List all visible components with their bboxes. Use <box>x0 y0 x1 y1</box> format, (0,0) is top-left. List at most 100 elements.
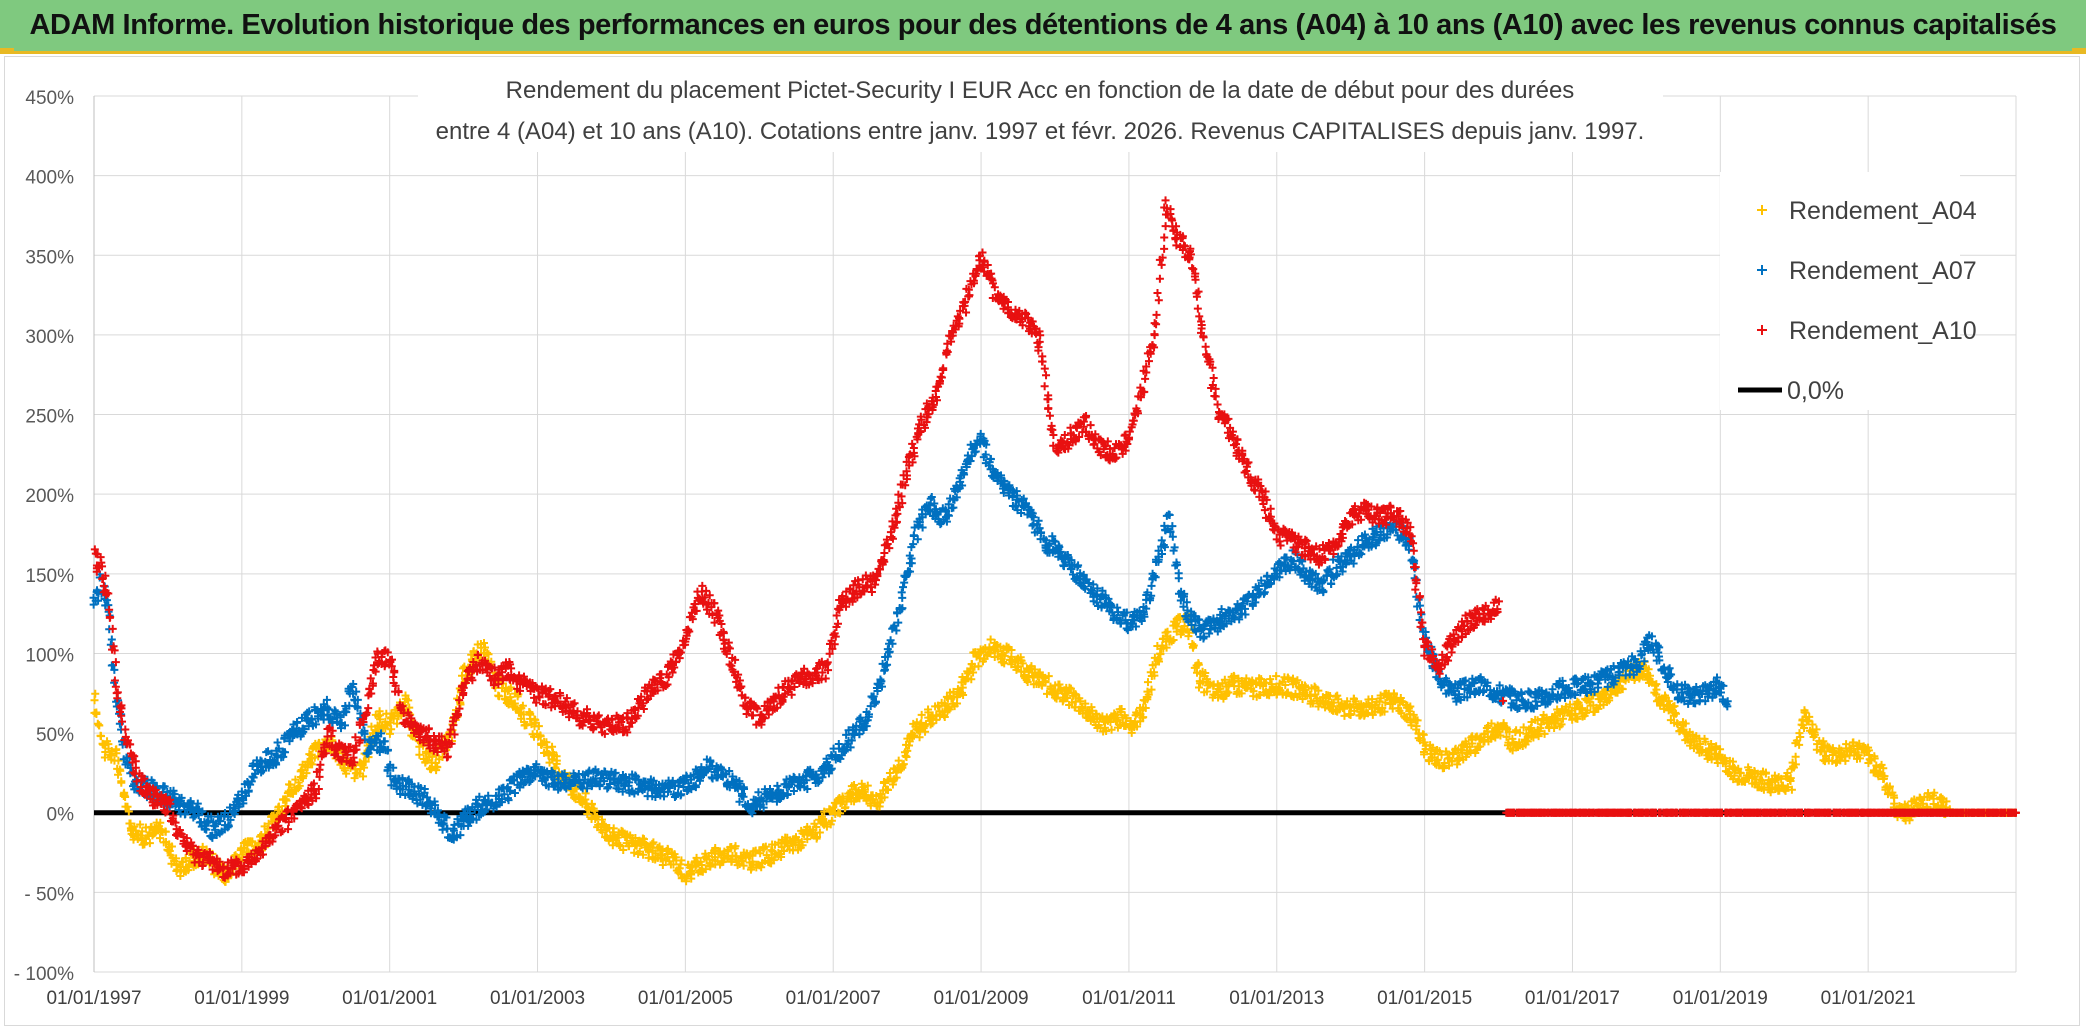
data-point <box>648 839 657 848</box>
data-point <box>898 761 907 770</box>
data-point <box>619 846 628 855</box>
data-point <box>883 785 892 794</box>
data-point <box>506 693 515 702</box>
data-point <box>860 785 869 794</box>
data-point <box>1795 729 1804 738</box>
data-point <box>669 860 678 869</box>
data-point <box>360 763 369 772</box>
data-point <box>959 690 968 699</box>
data-point <box>316 760 325 769</box>
data-point <box>281 795 290 804</box>
data-point <box>167 842 176 851</box>
data-point <box>587 800 596 809</box>
data-point <box>303 763 312 772</box>
data-point <box>863 781 872 790</box>
y-tick-label: 50% <box>36 725 74 746</box>
data-point <box>121 792 130 801</box>
data-point <box>342 769 351 778</box>
data-point <box>945 705 954 714</box>
data-point <box>138 840 147 849</box>
data-point <box>92 708 101 717</box>
y-tick-label: 450% <box>25 88 74 109</box>
data-point <box>894 756 903 765</box>
x-tick-label: 01/01/2021 <box>1821 988 1916 1009</box>
data-point <box>138 827 147 836</box>
data-point <box>644 847 653 856</box>
data-point <box>1354 536 1363 545</box>
data-point <box>687 869 696 878</box>
data-point <box>967 675 976 684</box>
data-point <box>302 769 311 778</box>
data-point <box>756 849 765 858</box>
x-tick-label: 01/01/2011 <box>1082 988 1176 1009</box>
data-point <box>534 722 543 731</box>
data-point <box>106 612 115 621</box>
data-point <box>432 762 441 771</box>
data-point <box>857 779 866 788</box>
series-a07 <box>89 429 1732 844</box>
data-point <box>456 700 465 709</box>
data-point <box>359 772 368 781</box>
data-point <box>589 804 598 813</box>
data-point <box>1007 646 1016 655</box>
data-point <box>701 865 710 874</box>
data-point <box>761 842 770 851</box>
y-tick-label: 300% <box>25 327 74 348</box>
data-point <box>130 822 139 831</box>
data-point <box>285 780 294 789</box>
data-point <box>769 856 778 865</box>
data-point <box>739 861 748 870</box>
data-point <box>751 847 760 856</box>
data-point <box>592 812 601 821</box>
data-point <box>897 588 906 597</box>
data-point <box>958 683 967 692</box>
data-point <box>145 839 154 848</box>
y-tick-label: 0% <box>47 805 75 826</box>
data-point <box>155 834 164 843</box>
data-point <box>159 783 168 792</box>
x-tick-label: 01/01/2003 <box>490 988 585 1009</box>
data-point <box>495 692 504 701</box>
y-tick-label: 250% <box>25 407 74 428</box>
data-point <box>581 795 590 804</box>
data-point <box>671 853 680 862</box>
data-point <box>1059 562 1068 571</box>
data-point <box>1014 663 1023 672</box>
data-point <box>506 683 515 692</box>
y-tick-label: 350% <box>25 247 74 268</box>
data-point <box>510 699 519 708</box>
data-point <box>1174 574 1183 583</box>
y-tick-label: 150% <box>25 566 74 587</box>
data-point <box>658 851 667 860</box>
data-point <box>731 842 740 851</box>
banner-corner-left <box>0 48 14 54</box>
x-tick-label: 01/01/2015 <box>1377 988 1472 1009</box>
data-point <box>107 747 116 756</box>
data-point <box>872 792 881 801</box>
data-point <box>256 832 265 841</box>
data-point <box>1143 678 1152 687</box>
data-point <box>389 714 398 723</box>
y-tick-label: - 100% <box>14 964 74 985</box>
data-point <box>910 731 919 740</box>
data-point <box>1000 659 1009 668</box>
data-point <box>880 793 889 802</box>
banner-corner-right <box>2072 48 2086 54</box>
data-point <box>969 668 978 677</box>
y-tick-label: 200% <box>25 486 74 507</box>
data-point <box>361 757 370 766</box>
data-point <box>296 767 305 776</box>
data-point <box>90 696 99 705</box>
x-tick-label: 01/01/2005 <box>638 988 733 1009</box>
data-point <box>112 749 121 758</box>
data-point <box>815 828 824 837</box>
data-point <box>350 774 359 783</box>
x-tick-label: 01/01/1999 <box>194 988 289 1009</box>
data-point <box>841 803 850 812</box>
data-point <box>827 816 836 825</box>
data-point <box>902 752 911 761</box>
y-axis: 450%400%350%300%250%200%150%100%50%0%- 5… <box>14 88 74 985</box>
data-point <box>798 841 807 850</box>
data-point <box>917 710 926 719</box>
data-point <box>552 756 561 765</box>
